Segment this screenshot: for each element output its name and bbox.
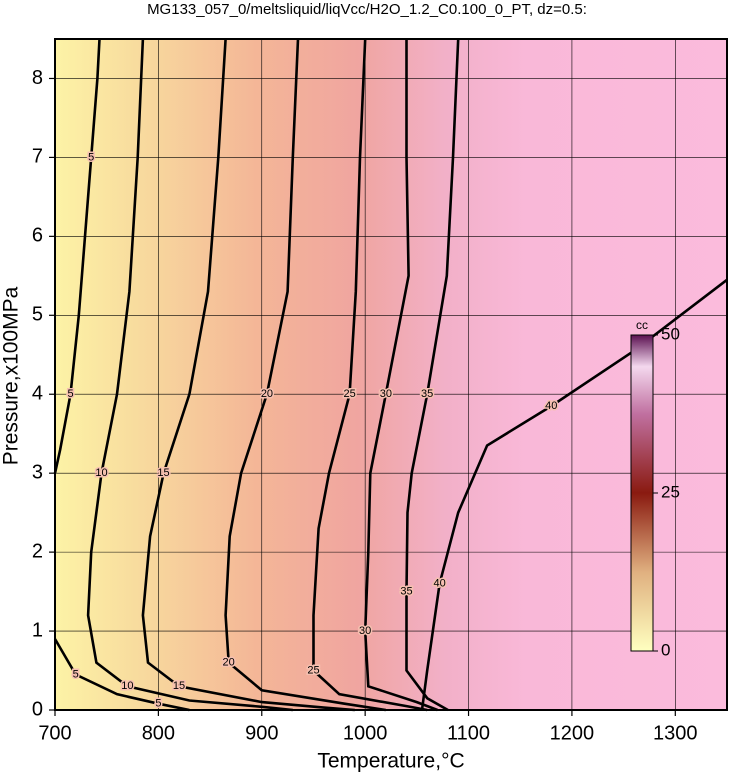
contour-label: 40 <box>545 400 557 412</box>
y-tick-label: 4 <box>32 383 43 405</box>
y-tick-label: 3 <box>32 461 43 483</box>
y-tick-label: 0 <box>32 698 43 720</box>
contour-label: 35 <box>400 585 412 597</box>
contour-line <box>53 638 190 712</box>
y-axis-label: Pressure,x100MPa <box>0 286 23 465</box>
colorbar-tick-label: 0 <box>661 640 670 659</box>
x-tick-label: 900 <box>245 722 278 744</box>
contour-label: 40 <box>433 578 445 590</box>
contour-label: 15 <box>157 467 169 479</box>
y-tick-label: 7 <box>32 146 43 168</box>
contour-label: 5 <box>73 668 79 680</box>
x-tick-label: 1200 <box>550 722 595 744</box>
y-tick-label: 5 <box>32 304 43 326</box>
contour-line <box>405 38 460 712</box>
contour-fill <box>55 39 727 710</box>
contour-label: 10 <box>121 680 133 692</box>
contour-line <box>420 278 728 711</box>
contour-label: 5 <box>67 388 73 400</box>
x-tick-label: 1000 <box>343 722 388 744</box>
chart-title: MG133_057_0/meltsliquid/liqVcc/H2O_1.2_C… <box>147 1 587 18</box>
contour-label: 30 <box>380 388 392 400</box>
contour-label: 20 <box>261 388 273 400</box>
plot-area: 5 5 5 5 10 10 15 15 20 20 25 25 30 30 35 35 40 40 <box>53 38 728 712</box>
contour-label: 5 <box>88 151 94 163</box>
contour-line <box>312 38 428 712</box>
contour-line <box>53 38 101 474</box>
y-tick-label: 6 <box>32 225 43 247</box>
contour-label: 30 <box>359 625 371 637</box>
contour-label: 5 <box>155 698 161 710</box>
plot-frame <box>54 38 728 711</box>
contour-label: 25 <box>344 388 356 400</box>
contour-line <box>363 39 438 712</box>
contour-line <box>141 38 355 712</box>
colorbar-tick-label: 25 <box>661 482 680 501</box>
colorbar-label: cc <box>636 318 648 332</box>
contour-label: 35 <box>421 388 433 400</box>
contour-label: 20 <box>223 657 235 669</box>
colorbar <box>630 334 654 652</box>
y-tick-label: 8 <box>32 67 43 89</box>
contour-label: 25 <box>307 664 319 676</box>
x-axis-label: Temperature,°C <box>317 750 464 773</box>
contour-line <box>86 38 293 712</box>
x-tick-label: 1100 <box>447 722 490 744</box>
contour-line <box>224 38 386 712</box>
x-tick-label: 1300 <box>653 722 698 744</box>
colorbar-tick-label: 50 <box>661 324 680 343</box>
y-tick-label: 2 <box>32 540 43 562</box>
x-tick-label: 700 <box>38 722 71 744</box>
contour-label: 10 <box>95 467 107 479</box>
y-tick-label: 1 <box>32 619 43 641</box>
contour-label: 15 <box>173 680 185 692</box>
x-tick-label: 800 <box>142 722 175 744</box>
